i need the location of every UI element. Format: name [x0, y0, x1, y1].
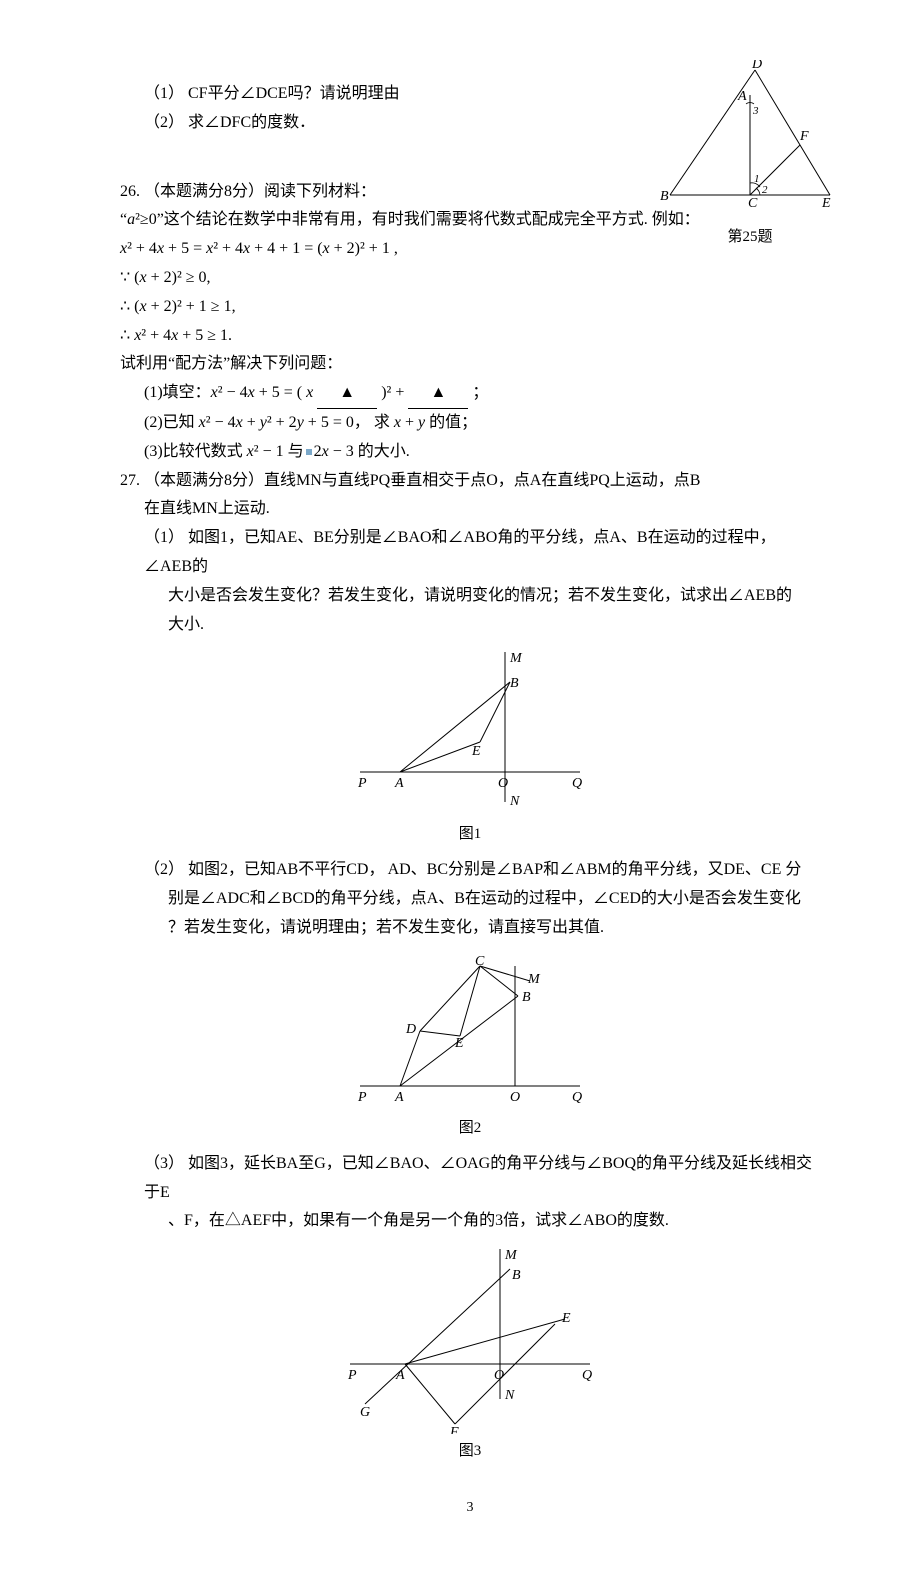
- svg-text:E: E: [561, 1311, 571, 1326]
- svg-text:O: O: [498, 776, 508, 791]
- svg-text:P: P: [357, 1090, 367, 1105]
- svg-text:E: E: [821, 196, 831, 211]
- svg-text:E: E: [454, 1036, 464, 1051]
- q27-fig3-caption: 图3: [330, 1438, 610, 1465]
- svg-text:B: B: [660, 189, 669, 204]
- q26-sub1: (1)填空：x² − 4x + 5 = ( x ▲ )² + ▲ ；: [120, 379, 820, 409]
- svg-text:E: E: [471, 744, 481, 759]
- svg-text:M: M: [527, 972, 541, 987]
- svg-text:Q: Q: [572, 776, 582, 791]
- q26-therefore3: ∴ x² + 4x + 5 ≥ 1.: [120, 322, 820, 351]
- q26-sub1-a: (1)填空：: [144, 384, 211, 401]
- q25-caption: 第25题: [660, 224, 840, 251]
- svg-text:A: A: [395, 1368, 405, 1383]
- q27-head: 27. （本题满分8分）直线MN与直线PQ垂直相交于点O，点A在直线PQ上运动，…: [120, 467, 820, 496]
- q27-sub1-c: 大小.: [120, 611, 820, 640]
- q26-therefore1: ∵ (x + 2)² ≥ 0,: [120, 264, 820, 293]
- q26-therefore2: ∴ (x + 2)² + 1 ≥ 1,: [120, 293, 820, 322]
- q27-fig3: P A O Q M B N E G F 图3: [120, 1244, 820, 1465]
- q27-sub3-b: 、F，在△AEF中，如果有一个角是另一个角的3倍，试求∠ABO的度数.: [120, 1207, 820, 1236]
- q27-sub2: （2） 如图2，已知AB不平行CD， AD、BC分别是∠BAP和∠ABM的角平分…: [120, 856, 820, 885]
- q27-fig1: P A O Q M B N E 图1: [120, 647, 820, 848]
- svg-text:A: A: [737, 89, 747, 104]
- svg-text:F: F: [799, 129, 809, 144]
- page-number: 3: [120, 1495, 820, 1520]
- svg-text:G: G: [360, 1405, 370, 1420]
- svg-text:B: B: [512, 1268, 521, 1283]
- a-squared: a²: [127, 211, 140, 228]
- blank-2: ▲: [408, 379, 468, 409]
- svg-text:N: N: [504, 1388, 515, 1403]
- svg-text:Q: Q: [582, 1368, 592, 1383]
- svg-text:A: A: [394, 776, 404, 791]
- svg-text:D: D: [405, 1022, 416, 1037]
- svg-text:D: D: [751, 60, 762, 72]
- q25-block: （1） CF平分∠DCE吗？请说明理由 （2） 求∠DFC的度数． B D A …: [120, 80, 820, 138]
- svg-text:C: C: [475, 954, 485, 969]
- svg-text:B: B: [522, 990, 531, 1005]
- svg-text:P: P: [347, 1368, 357, 1383]
- q27-fig2: P A O Q M B C D E 图2: [120, 951, 820, 1142]
- svg-text:1: 1: [754, 173, 760, 185]
- svg-text:B: B: [510, 676, 519, 691]
- q26-sub3: (3)比较代数式 x² − 1 与2x − 3 的大小.: [120, 438, 820, 467]
- q27-head-b: 在直线MN上运动.: [120, 495, 820, 524]
- q27-sub2-c: ？若发生变化，请说明理由；若不发生变化，请直接写出其值.: [120, 914, 820, 943]
- q26-sub1-mid: )² +: [381, 384, 404, 401]
- svg-text:M: M: [504, 1248, 518, 1263]
- svg-text:2: 2: [762, 184, 768, 196]
- svg-text:P: P: [357, 776, 367, 791]
- q27-sub2-b: 别是∠ADC和∠BCD的角平分线，点A、B在运动的过程中，∠CED的大小是否会发…: [120, 885, 820, 914]
- svg-text:A: A: [394, 1090, 404, 1105]
- blank-1: ▲: [317, 379, 377, 409]
- q27-fig1-caption: 图1: [340, 821, 600, 848]
- q26-sub1-end: ；: [472, 384, 488, 401]
- svg-text:3: 3: [752, 105, 759, 117]
- svg-text:O: O: [510, 1090, 520, 1105]
- svg-text:C: C: [748, 196, 758, 211]
- svg-text:O: O: [494, 1368, 504, 1383]
- q25-figure: B D A C E F 3 1 2 第25题: [660, 60, 840, 251]
- q27-sub3: （3） 如图3，延长BA至G，已知∠BAO、∠OAG的角平分线与∠BOQ的角平分…: [120, 1150, 820, 1208]
- q26-sub2: (2)已知 x² − 4x + y² + 2y + 5 = 0， 求 x + y…: [120, 409, 820, 438]
- svg-text:F: F: [449, 1425, 459, 1434]
- q27-sub1: （1） 如图1，已知AE、BE分别是∠BAO和∠ABO角的平分线，点A、B在运动…: [120, 524, 820, 582]
- q26-prompt: 试利用“配方法”解决下列问题：: [120, 350, 820, 379]
- q27-sub1-b: 大小是否会发生变化？若发生变化，请说明变化的情况；若不发生变化，试求出∠AEB的: [120, 582, 820, 611]
- svg-text:M: M: [509, 651, 523, 666]
- svg-text:Q: Q: [572, 1090, 582, 1105]
- q26-line1-b: ≥0”这个结论在数学中非常有用，有时我们需要将代数式配成完全平方式. 例如：: [140, 211, 700, 228]
- svg-text:N: N: [509, 794, 520, 809]
- q27-fig2-caption: 图2: [340, 1115, 600, 1142]
